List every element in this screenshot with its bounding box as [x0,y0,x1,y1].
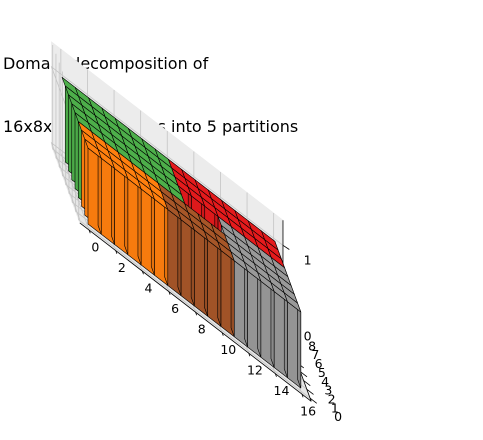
x-tick-label: 14 [274,383,290,398]
voxel [150,190,169,286]
voxel-side-face [190,220,195,307]
voxel-side-face [137,179,142,266]
y-tick-label: 8 [308,338,316,353]
y-tick-label: 4 [321,374,329,389]
x-tick-mark [274,373,277,377]
voxel-side-face [124,169,129,256]
z-tick-mark [282,244,290,250]
z-tick-label: 0 [304,328,312,343]
x-tick-label: 12 [247,362,263,377]
voxel [177,210,195,307]
x-tick-mark [115,250,118,254]
voxel-side-face [244,261,248,348]
x-tick-mark [141,270,144,275]
voxel-side-face [111,159,115,245]
title-line-2: 16x8x1 subdivisions into 5 partitions [3,117,299,136]
voxel [190,220,208,317]
x-gridline [60,49,90,231]
x-tick-label: 10 [220,342,236,357]
voxel-side-face [97,149,102,235]
x-tick-label: 2 [118,260,126,275]
voxel-side-face [217,241,222,327]
x-tick-mark [221,332,224,336]
y-tick-label: 2 [328,391,336,406]
voxel [244,261,262,358]
voxel [137,179,155,276]
x-tick-mark [168,291,171,295]
voxel-side-face [297,302,302,389]
y-tick-label: 0 [334,409,342,424]
voxel-side-face [270,282,275,368]
y-tick-mark [306,389,314,395]
voxel [230,251,248,348]
x-tick-label: 0 [91,239,99,254]
voxel [97,149,115,245]
title-line-1: Domain decomposition of [3,54,209,73]
voxel-side-face [283,292,288,379]
voxel [257,272,275,368]
y-tick-label: 1 [331,400,339,415]
y-tick-mark [309,397,318,404]
voxel-side-face [164,200,169,286]
voxel [204,231,222,327]
chart-title: Domain decomposition of 16x8x1 subdivisi… [3,11,298,158]
voxel [283,292,302,389]
y-tick-label: 5 [318,365,326,380]
voxel [84,138,102,235]
x-tick-label: 4 [145,280,153,295]
y-tick-mark [300,371,308,378]
voxel-side-face [177,210,182,297]
z-tick-label: 1 [304,252,312,267]
x-tick-label: 8 [198,321,206,336]
voxel-side-face [150,190,155,276]
x-tick-mark [195,311,198,316]
x-tick-mark [88,229,91,234]
voxel-side-face [257,272,262,358]
x-tick-label: 16 [300,403,316,418]
y-tick-label: 6 [315,356,323,371]
voxel-side-face [204,231,208,317]
y-tick-mark [303,380,311,386]
voxel-side-face [230,251,235,338]
voxels [61,76,302,389]
x-tick-label: 6 [171,301,179,316]
voxel-top-face [283,292,302,313]
x-tick-mark [248,352,251,357]
y-tick-label: 3 [324,383,332,398]
y-tick-label: 7 [311,347,319,362]
x-tick-mark [301,393,304,398]
